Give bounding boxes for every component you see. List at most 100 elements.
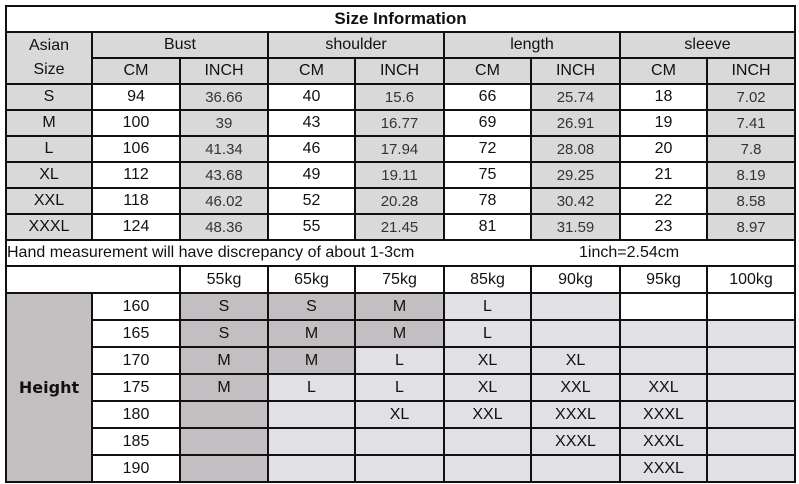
inch-value: 15.6 <box>354 83 445 111</box>
size-cell <box>443 427 532 456</box>
size-cell <box>179 427 269 456</box>
size-cell: M <box>179 346 269 375</box>
size-label: XXXL <box>5 213 93 241</box>
sleeve-header: sleeve <box>618 31 797 59</box>
size-cell: M <box>179 373 269 402</box>
unit-inch-header: INCH <box>354 57 445 85</box>
cm-value: 72 <box>443 135 532 163</box>
inch-value: 8.97 <box>705 213 797 241</box>
size-label: M <box>5 109 93 137</box>
table-row: XL 112 43.68 49 19.11 75 29.25 21 8.19 <box>5 161 797 189</box>
size-cell <box>179 400 269 429</box>
cm-value: 69 <box>443 109 532 137</box>
cm-value: 55 <box>267 213 356 241</box>
length-header: length <box>443 31 621 59</box>
table-row: 165 S M M L <box>6 319 796 348</box>
size-cell: M <box>267 346 356 375</box>
weight-header: 95kg <box>619 265 708 294</box>
inch-value: 20.28 <box>354 187 445 215</box>
cm-value: 124 <box>91 213 181 241</box>
inch-value: 8.19 <box>705 161 797 189</box>
inch-value: 46.02 <box>179 187 269 215</box>
weight-header: 85kg <box>443 265 532 294</box>
cm-value: 81 <box>443 213 532 241</box>
size-cell: XXXL <box>530 427 621 456</box>
cm-value: 75 <box>443 161 532 189</box>
table-row: L 106 41.34 46 17.94 72 28.08 20 7.8 <box>5 135 797 163</box>
inch-value: 30.42 <box>530 187 621 215</box>
size-cell: M <box>267 319 356 348</box>
size-cell <box>443 454 532 483</box>
unit-inch-header: INCH <box>705 57 797 85</box>
size-label: L <box>5 135 93 163</box>
unit-cm-header: CM <box>443 57 532 85</box>
cm-value: 46 <box>267 135 356 163</box>
height-value: 160 <box>91 292 181 321</box>
cm-value: 100 <box>91 109 181 137</box>
size-cell: XXXL <box>619 400 708 429</box>
size-cell <box>530 319 621 348</box>
height-value: 190 <box>91 454 181 483</box>
inch-value: 43.68 <box>179 161 269 189</box>
inch-value: 7.41 <box>705 109 797 137</box>
size-cell <box>179 454 269 483</box>
size-cell: XL <box>354 400 445 429</box>
table-row: Height 160 S S M L <box>5 292 796 483</box>
unit-cm-header: CM <box>619 57 708 85</box>
weight-header: 55kg <box>179 265 269 294</box>
cm-value: 118 <box>91 187 181 215</box>
height-label: Height <box>5 292 93 483</box>
size-cell <box>706 373 796 402</box>
cm-value: 112 <box>91 161 181 189</box>
size-cell: XL <box>443 346 532 375</box>
inch-value: 36.66 <box>179 83 269 111</box>
inch-value: 48.36 <box>179 213 269 241</box>
size-cell: XXL <box>530 373 621 402</box>
cm-value: 66 <box>443 83 532 111</box>
note-row: Hand measurement will have discrepancy o… <box>4 239 797 267</box>
table-row: XXXL 124 48.36 55 21.45 81 31.59 23 8.97 <box>5 213 797 241</box>
size-cell <box>267 400 356 429</box>
cm-value: 40 <box>267 83 356 111</box>
size-cell: M <box>354 319 445 348</box>
inch-value: 26.91 <box>530 109 621 137</box>
table-row: M 100 39 43 16.77 69 26.91 19 7.41 <box>5 109 797 137</box>
size-cell: XXXL <box>530 400 621 429</box>
inch-value: 31.59 <box>530 213 621 241</box>
weight-header: 65kg <box>267 265 356 294</box>
size-cell: S <box>179 292 269 321</box>
weight-header-row: 55kg 65kg 75kg 85kg 90kg 95kg 100kg <box>5 265 796 294</box>
cm-value: 20 <box>619 135 708 163</box>
unit-cm-header: CM <box>267 57 356 85</box>
size-cell <box>619 346 708 375</box>
size-information-table: Size Information Asian Size Bust shoulde… <box>4 5 797 267</box>
cm-value: 21 <box>619 161 708 189</box>
height-weight-table: 55kg 65kg 75kg 85kg 90kg 95kg 100kg Height 160 S S… <box>5 265 796 483</box>
size-cell <box>706 346 796 375</box>
table-row: XXL 118 46.02 52 20.28 78 30.42 22 8.58 <box>5 187 797 215</box>
table-row: 180 XL XXL XXXL XXXL <box>6 400 796 429</box>
table-row: 175 M L L XL XXL XXL <box>6 373 796 402</box>
size-label: XL <box>5 161 93 189</box>
size-cell: L <box>443 292 532 321</box>
size-cell <box>706 454 796 483</box>
size-cell: XXL <box>443 400 532 429</box>
size-cell: XXL <box>619 373 708 402</box>
size-label: XXL <box>5 187 93 215</box>
size-cell: S <box>179 319 269 348</box>
height-value: 185 <box>91 427 181 456</box>
size-cell: XXXL <box>619 454 708 483</box>
table-row: 170 M M L XL XL <box>6 346 796 375</box>
size-cell <box>706 319 796 348</box>
table-row: 185 XXXL XXXL <box>6 427 796 456</box>
cm-value: 52 <box>267 187 356 215</box>
weight-header: 100kg <box>706 265 796 294</box>
inch-value: 17.94 <box>354 135 445 163</box>
size-cell <box>619 319 708 348</box>
table-title: Size Information <box>4 5 797 33</box>
unit-inch-header: INCH <box>530 57 621 85</box>
weight-header: 90kg <box>530 265 621 294</box>
size-cell <box>354 454 445 483</box>
inch-value: 29.25 <box>530 161 621 189</box>
size-cell <box>706 292 796 321</box>
